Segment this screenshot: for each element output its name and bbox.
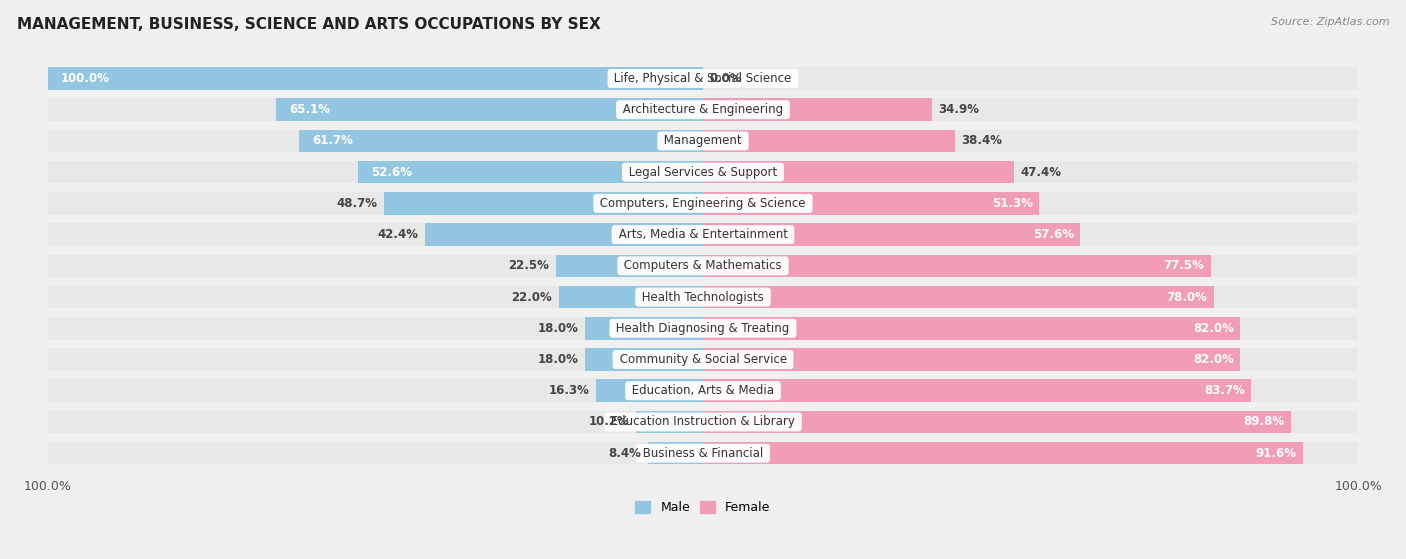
Text: Architecture & Engineering: Architecture & Engineering [619,103,787,116]
Bar [555,254,703,277]
Bar [48,380,1358,402]
Bar [48,348,1358,371]
Text: 77.5%: 77.5% [1163,259,1205,272]
Bar [585,317,703,339]
Text: 89.8%: 89.8% [1244,415,1285,428]
Bar [703,442,1303,465]
Bar [703,380,1251,402]
Bar [703,411,1291,433]
Text: 51.3%: 51.3% [991,197,1032,210]
Bar [703,317,1240,339]
Bar [48,442,1358,465]
Text: 42.4%: 42.4% [378,228,419,241]
Bar [48,67,1358,89]
Text: 8.4%: 8.4% [609,447,641,459]
Text: Health Diagnosing & Treating: Health Diagnosing & Treating [613,322,793,335]
Text: Computers & Mathematics: Computers & Mathematics [620,259,786,272]
Text: 82.0%: 82.0% [1192,353,1233,366]
Bar [48,192,1358,215]
Bar [585,348,703,371]
Text: 57.6%: 57.6% [1033,228,1074,241]
Text: Health Technologists: Health Technologists [638,291,768,304]
Text: MANAGEMENT, BUSINESS, SCIENCE AND ARTS OCCUPATIONS BY SEX: MANAGEMENT, BUSINESS, SCIENCE AND ARTS O… [17,17,600,32]
Text: 22.0%: 22.0% [512,291,553,304]
Text: Education, Arts & Media: Education, Arts & Media [628,384,778,397]
Text: 91.6%: 91.6% [1256,447,1296,459]
Bar [703,192,1039,215]
Text: Source: ZipAtlas.com: Source: ZipAtlas.com [1271,17,1389,27]
Text: Arts, Media & Entertainment: Arts, Media & Entertainment [614,228,792,241]
Text: 65.1%: 65.1% [290,103,330,116]
Bar [636,411,703,433]
Text: Life, Physical & Social Science: Life, Physical & Social Science [610,72,796,85]
Text: 38.4%: 38.4% [962,134,1002,148]
Text: 48.7%: 48.7% [336,197,377,210]
Bar [703,98,932,121]
Text: 100.0%: 100.0% [60,72,110,85]
Bar [703,161,1014,183]
Bar [48,67,703,89]
Text: 61.7%: 61.7% [312,134,353,148]
Bar [298,130,703,152]
Bar [558,286,703,309]
Bar [703,254,1211,277]
Text: 22.5%: 22.5% [508,259,548,272]
Bar [384,192,703,215]
Bar [277,98,703,121]
Text: 47.4%: 47.4% [1021,165,1062,179]
Text: 10.2%: 10.2% [589,415,630,428]
Text: Business & Financial: Business & Financial [638,447,768,459]
Bar [48,411,1358,433]
Bar [703,130,955,152]
Bar [48,130,1358,152]
Bar [48,224,1358,246]
Text: Education Instruction & Library: Education Instruction & Library [607,415,799,428]
Text: 82.0%: 82.0% [1192,322,1233,335]
Bar [596,380,703,402]
Bar [703,224,1080,246]
Text: 18.0%: 18.0% [537,353,578,366]
Bar [48,317,1358,339]
Text: 83.7%: 83.7% [1204,384,1244,397]
Bar [703,348,1240,371]
Bar [425,224,703,246]
Bar [703,286,1215,309]
Text: 78.0%: 78.0% [1167,291,1208,304]
Bar [48,286,1358,309]
Text: Management: Management [661,134,745,148]
Text: 52.6%: 52.6% [371,165,412,179]
Bar [359,161,703,183]
Text: 34.9%: 34.9% [938,103,979,116]
Text: Computers, Engineering & Science: Computers, Engineering & Science [596,197,810,210]
Text: Community & Social Service: Community & Social Service [616,353,790,366]
Bar [48,161,1358,183]
Legend: Male, Female: Male, Female [630,496,776,519]
Text: 0.0%: 0.0% [710,72,742,85]
Bar [648,442,703,465]
Text: Legal Services & Support: Legal Services & Support [626,165,780,179]
Text: 18.0%: 18.0% [537,322,578,335]
Text: 16.3%: 16.3% [548,384,589,397]
Bar [48,98,1358,121]
Bar [48,254,1358,277]
